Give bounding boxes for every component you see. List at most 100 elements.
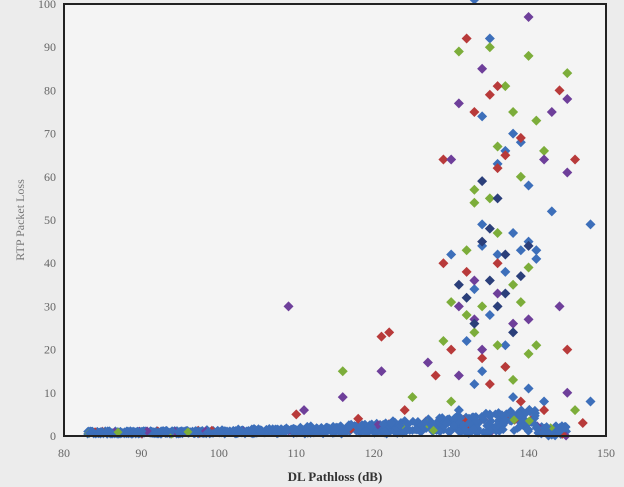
- x-axis-title: DL Pathloss (dB): [288, 469, 383, 484]
- data-point: [492, 227, 503, 238]
- data-point: [539, 396, 550, 407]
- y-tick-label: 70: [44, 127, 56, 141]
- data-point: [454, 427, 464, 437]
- data-point: [299, 405, 310, 416]
- data-point: [531, 253, 542, 264]
- data-point: [521, 408, 531, 418]
- data-point: [508, 327, 519, 338]
- data-point: [318, 427, 328, 437]
- data-point: [453, 98, 464, 109]
- data-point: [461, 245, 472, 256]
- data-point: [438, 335, 449, 346]
- data-point: [256, 427, 266, 437]
- data-point: [492, 288, 503, 299]
- data-point: [453, 405, 464, 416]
- data-point: [222, 427, 232, 437]
- data-point: [376, 331, 387, 342]
- data-point: [500, 150, 511, 161]
- data-point: [484, 275, 495, 286]
- data-point: [482, 421, 492, 431]
- data-point: [453, 370, 464, 381]
- x-tick-label: 140: [520, 446, 538, 460]
- data-point: [469, 327, 480, 338]
- data-point: [500, 288, 511, 299]
- data-point: [480, 428, 490, 438]
- data-point: [469, 107, 480, 117]
- data-point: [461, 310, 472, 321]
- data-point: [420, 417, 430, 427]
- data-point: [562, 94, 573, 105]
- y-tick-label: 30: [44, 299, 56, 313]
- data-point: [461, 33, 472, 44]
- x-tick-label: 130: [442, 446, 460, 460]
- data-point: [524, 416, 534, 426]
- data-point: [337, 392, 348, 403]
- data-point: [500, 340, 511, 351]
- data-point: [484, 379, 495, 390]
- y-tick-label: 40: [44, 256, 56, 270]
- data-point: [477, 219, 488, 230]
- data-point: [247, 427, 257, 437]
- data-point: [531, 340, 542, 351]
- data-point: [484, 89, 495, 100]
- data-point: [498, 425, 508, 435]
- data-point: [570, 154, 581, 165]
- y-tick-label: 10: [44, 386, 56, 400]
- data-point: [386, 418, 396, 428]
- data-point: [509, 410, 519, 420]
- data-point: [291, 409, 302, 420]
- data-point: [330, 425, 340, 435]
- data-point: [469, 318, 480, 329]
- data-point: [469, 284, 480, 295]
- data-point: [484, 42, 495, 53]
- x-tick-label: 120: [365, 446, 383, 460]
- data-point: [508, 107, 519, 117]
- data-point: [530, 411, 540, 421]
- data-point: [471, 416, 481, 426]
- y-axis-ticks: 0 10 20 30 40 50 60 70 80 90 100: [38, 0, 56, 443]
- data-point: [283, 301, 294, 312]
- data-point: [295, 422, 305, 432]
- y-tick-label: 50: [44, 213, 56, 227]
- data-point: [585, 219, 596, 230]
- data-point: [446, 249, 457, 260]
- data-point: [167, 426, 177, 436]
- data-point: [477, 236, 488, 247]
- y-tick-label: 0: [50, 429, 56, 443]
- data-point: [546, 206, 557, 217]
- data-point: [142, 426, 152, 436]
- data-point: [523, 348, 534, 359]
- data-point: [531, 245, 542, 256]
- data-point: [515, 271, 526, 282]
- x-tick-label: 110: [288, 446, 306, 460]
- data-point: [156, 426, 166, 436]
- data-point: [484, 33, 495, 44]
- data-point: [515, 396, 526, 407]
- data-point: [456, 413, 466, 423]
- data-point: [515, 132, 526, 143]
- data-point: [515, 245, 526, 256]
- data-point: [366, 421, 376, 431]
- data-point: [500, 266, 511, 277]
- data-point: [562, 344, 573, 355]
- data-point: [492, 340, 503, 351]
- data-point: [372, 428, 382, 438]
- data-point: [523, 383, 534, 394]
- data-point: [577, 418, 588, 429]
- plot-area: [64, 4, 606, 436]
- data-point: [453, 46, 464, 57]
- data-point: [453, 279, 464, 290]
- plot-frame: [63, 3, 607, 437]
- data-point: [484, 409, 495, 420]
- data-point: [530, 405, 540, 415]
- data-point: [188, 428, 198, 438]
- data-point: [353, 413, 364, 424]
- data-point: [446, 396, 457, 407]
- data-point: [531, 115, 542, 126]
- data-point: [407, 392, 418, 403]
- data-point: [422, 357, 433, 368]
- data-point: [509, 415, 519, 425]
- data-point: [523, 240, 534, 251]
- data-point: [453, 301, 464, 312]
- data-point: [492, 249, 503, 260]
